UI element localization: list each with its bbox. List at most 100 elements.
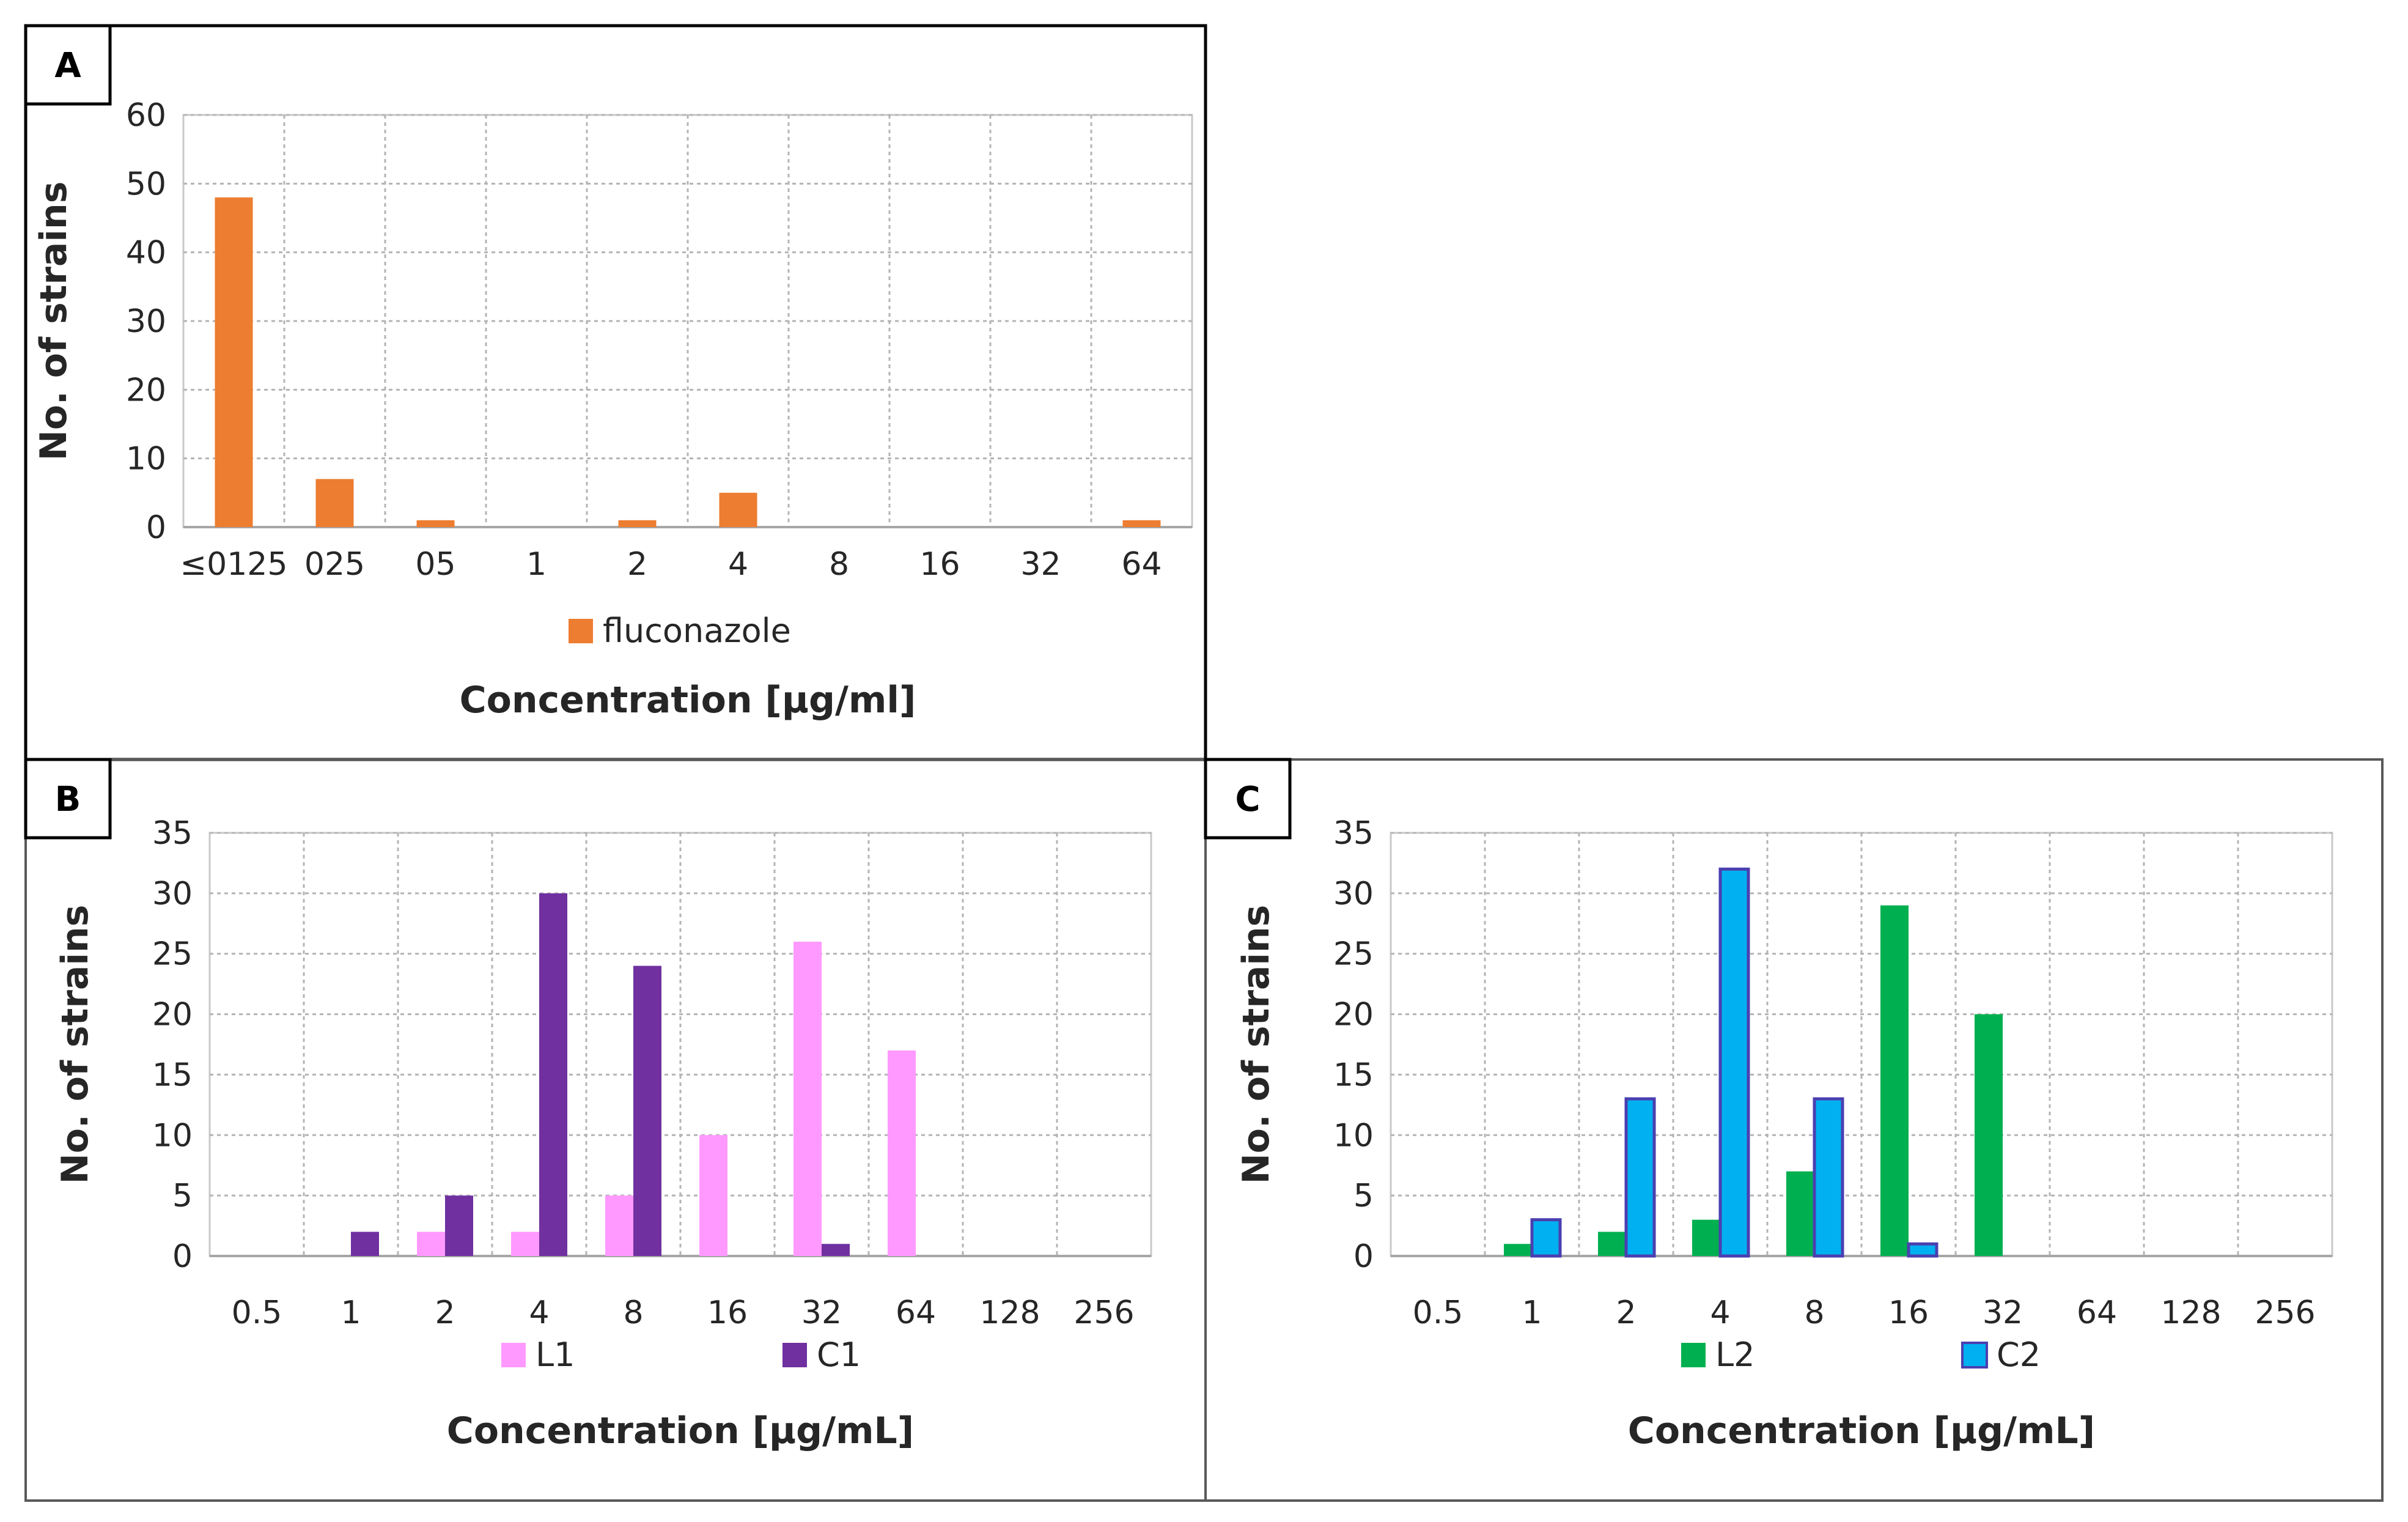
x-tick-label: 2 (435, 1295, 455, 1331)
y-tick-label: 5 (172, 1178, 193, 1214)
x-tick-label: 05 (415, 546, 455, 583)
x-tick-label: 16 (1888, 1295, 1929, 1331)
x-tick-label: 64 (896, 1295, 936, 1331)
bar-c1-1 (351, 1232, 379, 1256)
bar-l1-3 (511, 1232, 539, 1256)
y-tick-label: 10 (152, 1117, 193, 1154)
y-tick-label: 25 (1333, 936, 1374, 973)
y-tick-label: 25 (152, 936, 193, 973)
bar-fluconazole-4 (618, 520, 657, 527)
x-tick-label: 4 (1710, 1295, 1730, 1331)
panel-letter: A (54, 46, 81, 86)
y-tick-label: 30 (1333, 876, 1374, 912)
y-axis-title: No. of strains (32, 182, 75, 461)
bar-l1-6 (793, 941, 822, 1256)
legend-label-c1: C1 (817, 1335, 861, 1374)
y-axis-title: No. of strains (54, 905, 97, 1184)
x-tick-label: 2 (627, 546, 647, 583)
bar-l1-2 (417, 1232, 445, 1256)
bar-c2-1 (1530, 1218, 1562, 1258)
legend-label-c2: C2 (1997, 1335, 2041, 1374)
legend-swatch-c2 (1961, 1342, 1988, 1369)
legend-swatch-l2 (1681, 1343, 1706, 1367)
x-tick-label: 128 (979, 1295, 1040, 1331)
x-axis-title: Concentration [µg/mL] (1628, 1409, 2095, 1452)
bar-c2-5 (1907, 1242, 1939, 1258)
y-tick-label: 0 (146, 509, 166, 546)
x-tick-label: 8 (829, 546, 849, 583)
x-tick-label: 8 (623, 1295, 643, 1331)
bar-fluconazole-9 (1122, 520, 1161, 527)
chart-panel-c: C 0 5 10 15 20 25 30 35 0.5 1 2 4 8 16 32 64 128 256 L2 C2 Co… (1204, 758, 2384, 1502)
legend-swatch-fluconazole (569, 619, 593, 643)
bar-c2-4 (1813, 1097, 1844, 1258)
bar-c2-2 (1624, 1097, 1656, 1258)
x-tick-label: 32 (1983, 1295, 2023, 1331)
y-tick-label: 50 (126, 166, 166, 202)
x-tick-label: 16 (919, 546, 960, 583)
y-tick-label: 0 (1353, 1238, 1374, 1275)
x-tick-label: 025 (304, 546, 365, 583)
y-tick-label: 10 (1333, 1117, 1374, 1154)
panel-letter: C (1235, 780, 1260, 819)
y-tick-label: 35 (152, 815, 193, 852)
x-tick-label: 32 (801, 1295, 842, 1331)
bar-l2-4 (1786, 1171, 1814, 1256)
bar-fluconazole-0 (215, 197, 253, 527)
panel-frame (1204, 758, 2384, 1502)
x-tick-label: 256 (1073, 1295, 1134, 1331)
y-tick-label: 0 (172, 1238, 193, 1275)
y-tick-label: 30 (126, 303, 166, 340)
y-tick-label: 5 (1353, 1178, 1374, 1214)
legend-label-l2: L2 (1715, 1335, 1754, 1374)
chart-panel-b: B 0 5 10 15 20 25 30 35 0.5 1 2 4 8 16 32 64 128 256 L1 C1 Co… (24, 758, 1207, 1502)
x-axis-title: Concentration [µg/ml] (460, 679, 916, 722)
x-tick-label: 128 (2160, 1295, 2221, 1331)
x-tick-label: 1 (341, 1295, 361, 1331)
bar-l1-5 (699, 1135, 727, 1256)
x-tick-label: 4 (728, 546, 748, 583)
legend-swatch-l1 (501, 1343, 526, 1367)
bar-l2-5 (1880, 905, 1909, 1256)
x-tick-label: ≤0125 (180, 546, 288, 583)
x-tick-label: 64 (1121, 546, 1162, 583)
bar-fluconazole-2 (416, 520, 455, 527)
x-tick-label: 4 (529, 1295, 549, 1331)
bar-fluconazole-1 (315, 479, 354, 527)
bar-fluconazole-5 (719, 492, 757, 527)
y-tick-label: 20 (1333, 997, 1374, 1033)
bar-l2-1 (1504, 1244, 1532, 1256)
y-tick-label: 20 (152, 997, 193, 1033)
x-tick-label: 32 (1020, 546, 1061, 583)
y-tick-label: 20 (126, 372, 166, 408)
bar-c1-4 (633, 966, 661, 1256)
bar-c2-3 (1718, 867, 1750, 1258)
legend-label-l1: L1 (536, 1335, 575, 1374)
y-tick-label: 15 (152, 1057, 193, 1093)
x-tick-label: 1 (526, 546, 547, 583)
bar-l2-2 (1598, 1232, 1626, 1256)
x-tick-label: 1 (1522, 1295, 1542, 1331)
x-axis-title: Concentration [µg/mL] (447, 1409, 914, 1452)
panel-letter-box (24, 758, 112, 840)
legend-swatch-c1 (782, 1343, 807, 1367)
bar-l2-6 (1975, 1014, 2003, 1256)
x-tick-label: 256 (2255, 1295, 2315, 1331)
panel-letter-box (24, 24, 112, 106)
y-tick-label: 30 (152, 876, 193, 912)
x-tick-label: 0.5 (1413, 1295, 1464, 1331)
x-tick-label: 2 (1616, 1295, 1636, 1331)
bar-l2-3 (1692, 1219, 1720, 1256)
y-tick-label: 15 (1333, 1057, 1374, 1093)
bar-l1-4 (605, 1195, 633, 1256)
bar-c1-3 (539, 893, 567, 1256)
bar-c1-2 (445, 1195, 473, 1256)
x-tick-label: 64 (2077, 1295, 2117, 1331)
y-axis-title: No. of strains (1235, 905, 1278, 1184)
x-tick-label: 0.5 (232, 1295, 282, 1331)
legend-label-fluconazole: fluconazole (603, 611, 791, 650)
y-tick-label: 60 (126, 97, 166, 134)
y-tick-label: 10 (126, 441, 166, 478)
